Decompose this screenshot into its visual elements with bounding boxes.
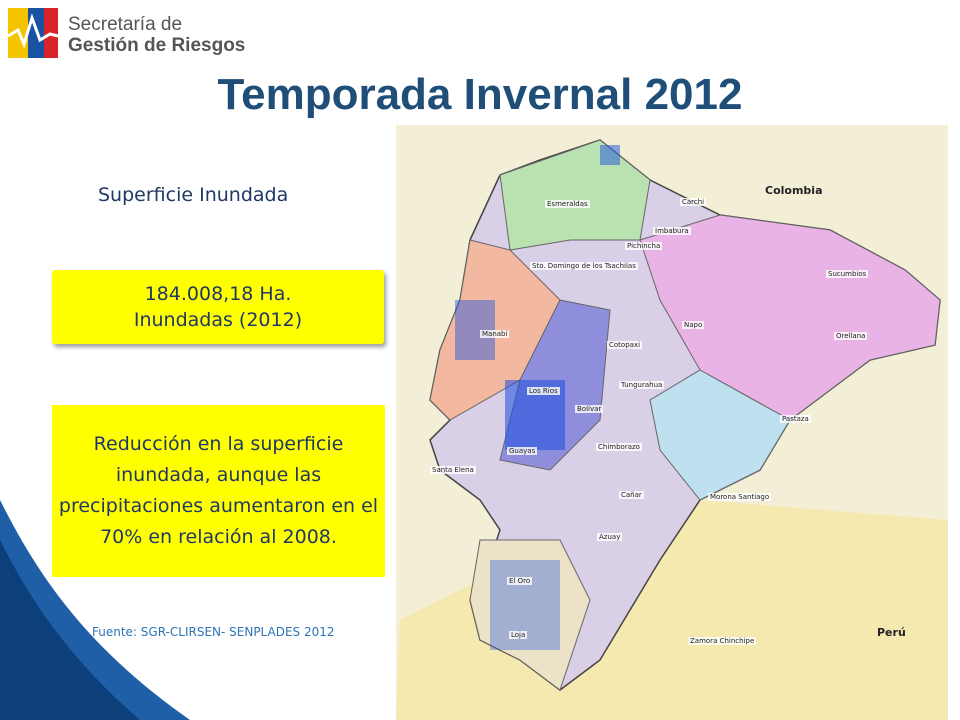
- swoosh-dark: [0, 540, 140, 720]
- map-label: Morona Santiago: [708, 493, 772, 501]
- subtitle: Superficie Inundada: [98, 184, 289, 206]
- map-label: Bolívar: [575, 405, 604, 413]
- highlight-line: 184.008,18 Ha.: [144, 283, 292, 305]
- source: Fuente: SGR-CLIRSEN- SENPLADES 2012: [92, 625, 335, 639]
- map-label: Colombia: [765, 184, 823, 197]
- map-label: Loja: [509, 631, 528, 639]
- map-label: Chimborazo: [596, 443, 642, 451]
- note-box: Reducción en la superficie inundada, aun…: [52, 405, 385, 577]
- highlight-line: Inundadas (2012): [133, 309, 303, 331]
- map-label: Carchi: [680, 198, 707, 206]
- map-label: Sucumbios: [826, 270, 869, 278]
- logo-text: Secretaría de: [68, 14, 183, 35]
- map-label: Napo: [682, 321, 705, 329]
- map: [396, 125, 948, 720]
- map-label: Esmeraldas: [545, 200, 590, 208]
- map-label: Pastaza: [780, 415, 811, 423]
- highlight-box: 184.008,18 Ha. Inundadas (2012): [52, 270, 384, 344]
- title: Temporada Invernal 2012: [217, 70, 743, 119]
- map-label: Santa Elena: [430, 466, 476, 474]
- map-label: Tungurahua: [619, 381, 665, 389]
- map-label: Sto. Domingo de los Tsachilas: [530, 262, 638, 270]
- map-label: Azuay: [597, 533, 623, 541]
- logo-pulse: [7, 13, 59, 49]
- prov-amazon-n: [639, 214, 941, 421]
- map-label: Zamora Chinchipe: [688, 637, 757, 645]
- map-label: Perú: [877, 626, 906, 639]
- map-label: Imbabura: [653, 227, 691, 235]
- note-text: Reducción en la superficie inundada, aun…: [58, 433, 379, 548]
- map-label: Pichincha: [625, 242, 663, 250]
- map-label: Manabí: [480, 330, 510, 338]
- logo-text: Gestión de Riesgos: [68, 35, 246, 56]
- map-label: Cotopaxi: [607, 341, 643, 349]
- prov-south: [469, 539, 591, 691]
- map-label: Los Ríos: [527, 387, 560, 395]
- map-label: Orellana: [834, 332, 868, 340]
- map-label: Cañar: [619, 491, 644, 499]
- map-label: El Oro: [507, 577, 533, 585]
- map-label: Guayas: [507, 447, 538, 455]
